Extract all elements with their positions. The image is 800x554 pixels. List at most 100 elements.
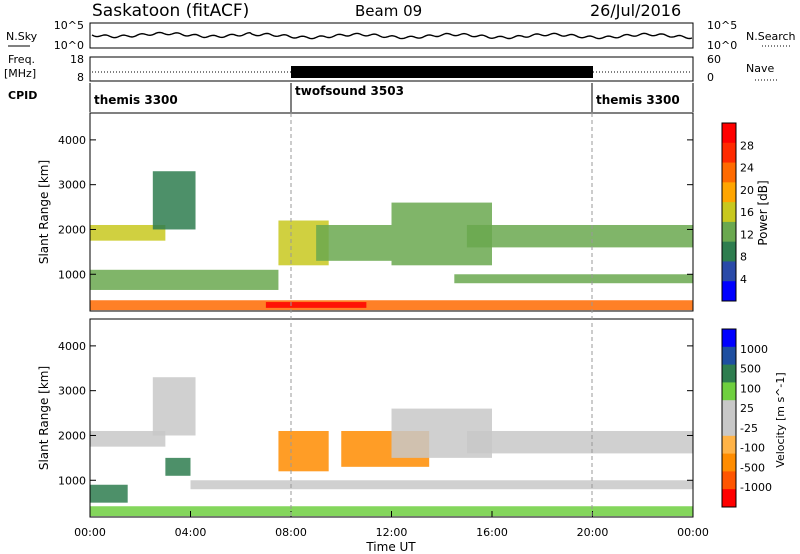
- power-cell-1: [152, 171, 196, 230]
- velocity-colorbar-swatch-5: [722, 418, 736, 437]
- velocity-colorbar-swatch-1: [722, 346, 736, 366]
- xtick-label-1: 04:00: [175, 526, 207, 539]
- power-colorbar-frame: [721, 122, 737, 302]
- freq-right-tick-bottom: 0: [707, 71, 714, 84]
- cpid-segment-3: themis 3300: [596, 93, 680, 107]
- velocity-colorbar-tick-2: 100: [740, 382, 761, 395]
- freq-left-tick-top: 18: [70, 53, 84, 66]
- beam-label: Beam 09: [355, 2, 422, 20]
- freq-left-tick-bottom: 8: [77, 71, 84, 84]
- freq-panel: Freq. [MHz] 18 8 60 0 Nave: [4, 53, 778, 84]
- velocity-colorbar-tick-3: 25: [740, 402, 754, 415]
- time-x-ticks: 00:00 04:00 08:00 12:00 16:00 20:00 00:00: [74, 511, 709, 539]
- velocity-colorbar-swatch-6: [722, 435, 736, 455]
- velocity-y-ticks: 1000 2000 3000 4000: [58, 340, 693, 487]
- velocity-panel: Slant Range [km] 1000 2000 3000 4000 1000 50…: [37, 318, 787, 518]
- noise-right-tick-bottom: 10^0: [707, 39, 737, 52]
- power-colorbar-swatch-1: [722, 142, 736, 164]
- velocity-ytick-label-0: 1000: [58, 474, 86, 487]
- power-colorbar-tick-6: 28: [740, 139, 754, 152]
- power-y-axis-label: Slant Range [km]: [37, 160, 51, 264]
- power-colorbar-tick-0: 4: [740, 273, 747, 286]
- power-colorbar-swatch-6: [722, 241, 736, 262]
- xtick-label-4: 16:00: [476, 526, 508, 539]
- date-label: 26/Jul/2016: [590, 1, 681, 20]
- power-panel: Slant Range [km] 1000 2000 3000 4000 4 8 12 16…: [37, 112, 770, 312]
- station-title: Saskatoon (fitACF): [92, 1, 249, 21]
- velocity-colorbar-tick-4: -25: [740, 422, 758, 435]
- velocity-cell-8: [466, 430, 693, 454]
- noise-right-tick-top: 10^5: [707, 19, 737, 32]
- velocity-colorbar-label: Velocity [m s^-1]: [774, 372, 787, 467]
- freq-label: Freq.: [8, 53, 35, 66]
- power-colorbar-swatch-7: [722, 261, 736, 282]
- power-heatmap: [90, 171, 693, 311]
- xtick-label-6: 00:00: [677, 526, 709, 539]
- velocity-colorbar-swatch-3: [722, 382, 736, 401]
- power-colorbar-swatch-5: [722, 221, 736, 243]
- velocity-colorbar-tick-7: -1000: [740, 481, 772, 494]
- power-ytick-label-0: 1000: [58, 268, 86, 281]
- xtick-label-0: 00:00: [74, 526, 106, 539]
- power-colorbar-tick-5: 24: [740, 162, 754, 175]
- noise-sky-trace: [91, 31, 693, 40]
- power-colorbar: 4 8 12 16 20 24 28: [721, 122, 754, 302]
- power-ytick-label-1: 2000: [58, 223, 86, 236]
- velocity-colorbar-swatch-9: [722, 489, 736, 508]
- power-cell-8: [454, 274, 693, 284]
- power-colorbar-tick-1: 8: [740, 251, 747, 264]
- power-colorbar-tick-2: 12: [740, 228, 754, 241]
- power-colorbar-tick-4: 20: [740, 184, 754, 197]
- freq-right-tick-top: 60: [707, 53, 721, 66]
- power-cell-6: [316, 224, 392, 261]
- xtick-label-5: 20:00: [577, 526, 609, 539]
- velocity-cell-9: [391, 408, 492, 458]
- power-ytick-label-2: 3000: [58, 179, 86, 192]
- velocity-colorbar-swatch-7: [722, 453, 736, 472]
- cpid-segment-2: twofsound 3503: [295, 84, 404, 98]
- velocity-ytick-label-2: 3000: [58, 385, 86, 398]
- power-colorbar-swatch-3: [722, 182, 736, 203]
- velocity-cell-0: [90, 430, 166, 447]
- noise-left-tick-bottom: 10^0: [54, 39, 84, 52]
- power-colorbar-swatch-4: [722, 202, 736, 223]
- noise-panel: N.Sky 10^5 10^0 10^5 10^0 N.Search: [6, 19, 796, 52]
- cpid-panel: CPID themis 3300 twofsound 3503 themis 3…: [8, 83, 694, 112]
- power-ytick-label-3: 4000: [58, 134, 86, 147]
- velocity-ytick-label-1: 2000: [58, 429, 86, 442]
- noise-panel-frame: [89, 22, 694, 49]
- xtick-label-2: 08:00: [275, 526, 307, 539]
- velocity-colorbar-tick-6: -500: [740, 461, 765, 474]
- velocity-colorbar-swatch-2: [722, 364, 736, 383]
- xtick-label-3: 12:00: [376, 526, 408, 539]
- velocity-cell-3: [165, 457, 191, 476]
- velocity-colorbar-swatch-0: [722, 329, 736, 348]
- velocity-colorbar-swatch-4: [722, 400, 736, 419]
- velocity-colorbar-swatch-8: [722, 471, 736, 490]
- power-panel-frame: [89, 112, 694, 312]
- freq-unit-label: [MHz]: [4, 67, 36, 80]
- velocity-colorbar-tick-1: 500: [740, 363, 761, 376]
- power-colorbar-label: Power [dB]: [756, 180, 770, 245]
- power-cell-3: [90, 300, 693, 311]
- cpid-label: CPID: [8, 89, 37, 102]
- power-colorbar-swatch-2: [722, 162, 736, 183]
- power-cell-0: [90, 224, 166, 241]
- power-cell-4: [265, 302, 367, 308]
- velocity-colorbar-tick-0: 1000: [740, 343, 768, 356]
- velocity-colorbar-tick-5: -100: [740, 442, 765, 455]
- noise-search-label: N.Search: [746, 30, 796, 43]
- power-cell-9: [466, 224, 693, 248]
- nave-dense-block: [291, 66, 593, 78]
- velocity-heatmap: [90, 377, 693, 517]
- nave-label: Nave: [746, 62, 774, 75]
- noise-left-tick-top: 10^5: [54, 19, 84, 32]
- power-colorbar-tick-3: 16: [740, 206, 754, 219]
- power-colorbar-swatch-0: [722, 123, 736, 144]
- velocity-cell-2: [90, 484, 128, 503]
- power-colorbar-swatch-8: [722, 281, 736, 302]
- velocity-cell-4: [190, 480, 693, 490]
- cpid-segment-1: themis 3300: [94, 93, 178, 107]
- velocity-ytick-label-3: 4000: [58, 340, 86, 353]
